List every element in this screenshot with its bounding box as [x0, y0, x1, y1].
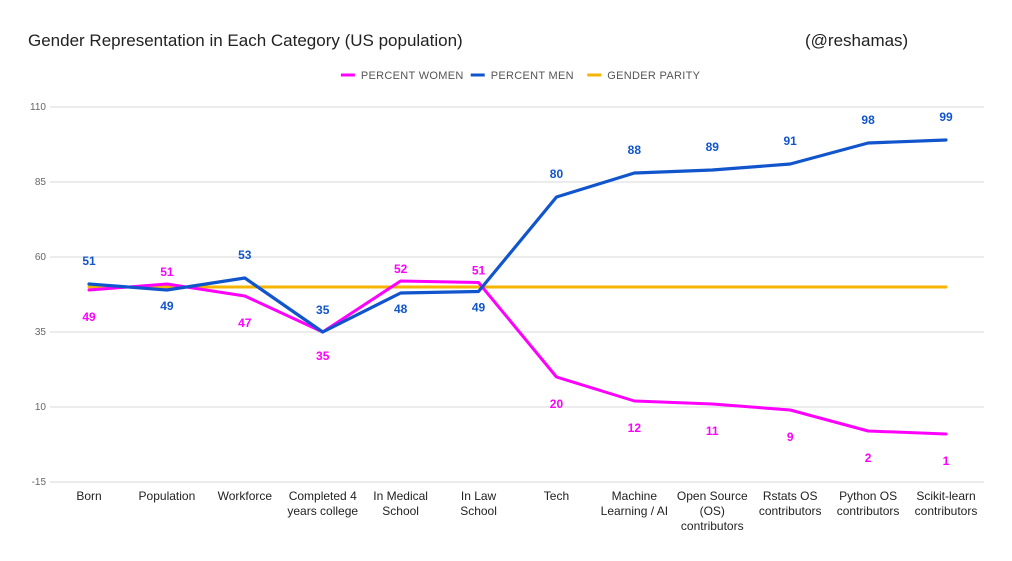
chart-legend: PERCENT WOMEN PERCENT MEN GENDER PARITY: [340, 70, 700, 82]
data-label-men: 91: [784, 134, 798, 148]
x-tick-label: Population: [139, 489, 196, 503]
x-tick-label: Workforce: [218, 489, 273, 503]
data-label-men: 99: [939, 110, 953, 124]
data-labels: 5149495153473535485249518020881289119199…: [82, 110, 953, 468]
data-label-women: 12: [628, 421, 642, 435]
chart-title: Gender Representation in Each Category (…: [28, 31, 463, 50]
y-tick-label: 35: [35, 327, 47, 338]
x-tick-label: Rstats OS contributors: [759, 489, 822, 518]
y-tick-label: 10: [35, 402, 47, 413]
x-tick-label: Machine Learning / AI: [601, 489, 668, 518]
data-label-men: 53: [238, 248, 252, 262]
x-tick-label: Born: [76, 489, 101, 503]
data-label-women: 20: [550, 397, 564, 411]
x-tick-label: Open Source (OS) contributors: [677, 489, 748, 533]
grid-lines: [50, 106, 984, 483]
x-tick-label: In Medical School: [373, 489, 428, 518]
legend-label: PERCENT MEN: [491, 70, 574, 82]
data-label-women: 47: [238, 316, 252, 330]
x-tick-label: Scikit-learn contributors: [915, 489, 978, 518]
series-lines: [87, 138, 948, 436]
x-tick-label: Tech: [544, 489, 569, 503]
y-tick-label: 60: [35, 252, 47, 263]
x-tick-label: Python OS contributors: [837, 489, 900, 518]
data-label-men: 89: [706, 140, 720, 154]
data-label-women: 9: [787, 430, 794, 444]
legend-label: PERCENT WOMEN: [361, 70, 464, 82]
x-tick-label: In Law School: [460, 489, 497, 518]
data-label-women: 52: [394, 262, 408, 276]
data-label-women: 51: [160, 265, 174, 279]
data-label-women: 1: [943, 454, 950, 468]
data-label-men: 35: [316, 303, 330, 317]
data-label-women: 35: [316, 349, 330, 363]
data-label-women: 49: [82, 310, 96, 324]
x-axis: Born Population Workforce Completed 4 years …: [76, 489, 977, 533]
data-label-men: 49: [472, 301, 486, 315]
data-label-men: 80: [550, 167, 564, 181]
data-label-women: 2: [865, 451, 872, 465]
chart-credit: (@reshamas): [805, 31, 908, 50]
data-label-men: 49: [160, 299, 174, 313]
data-label-women: 11: [706, 424, 719, 438]
y-tick-label: -15: [32, 477, 47, 488]
y-tick-label: 110: [30, 102, 46, 113]
y-tick-label: 85: [35, 177, 47, 188]
x-tick-label: Completed 4 years college: [287, 489, 358, 518]
data-label-men: 88: [628, 143, 642, 157]
data-label-men: 51: [82, 254, 96, 268]
series-line-percent-men: [87, 138, 948, 334]
data-label-women: 51: [472, 264, 486, 278]
data-label-men: 98: [861, 113, 875, 127]
y-axis: -15 10 35 60 85 110: [30, 102, 46, 488]
legend-label: GENDER PARITY: [607, 70, 700, 82]
data-label-men: 48: [394, 302, 408, 316]
series-line-percent-women: [87, 279, 948, 436]
